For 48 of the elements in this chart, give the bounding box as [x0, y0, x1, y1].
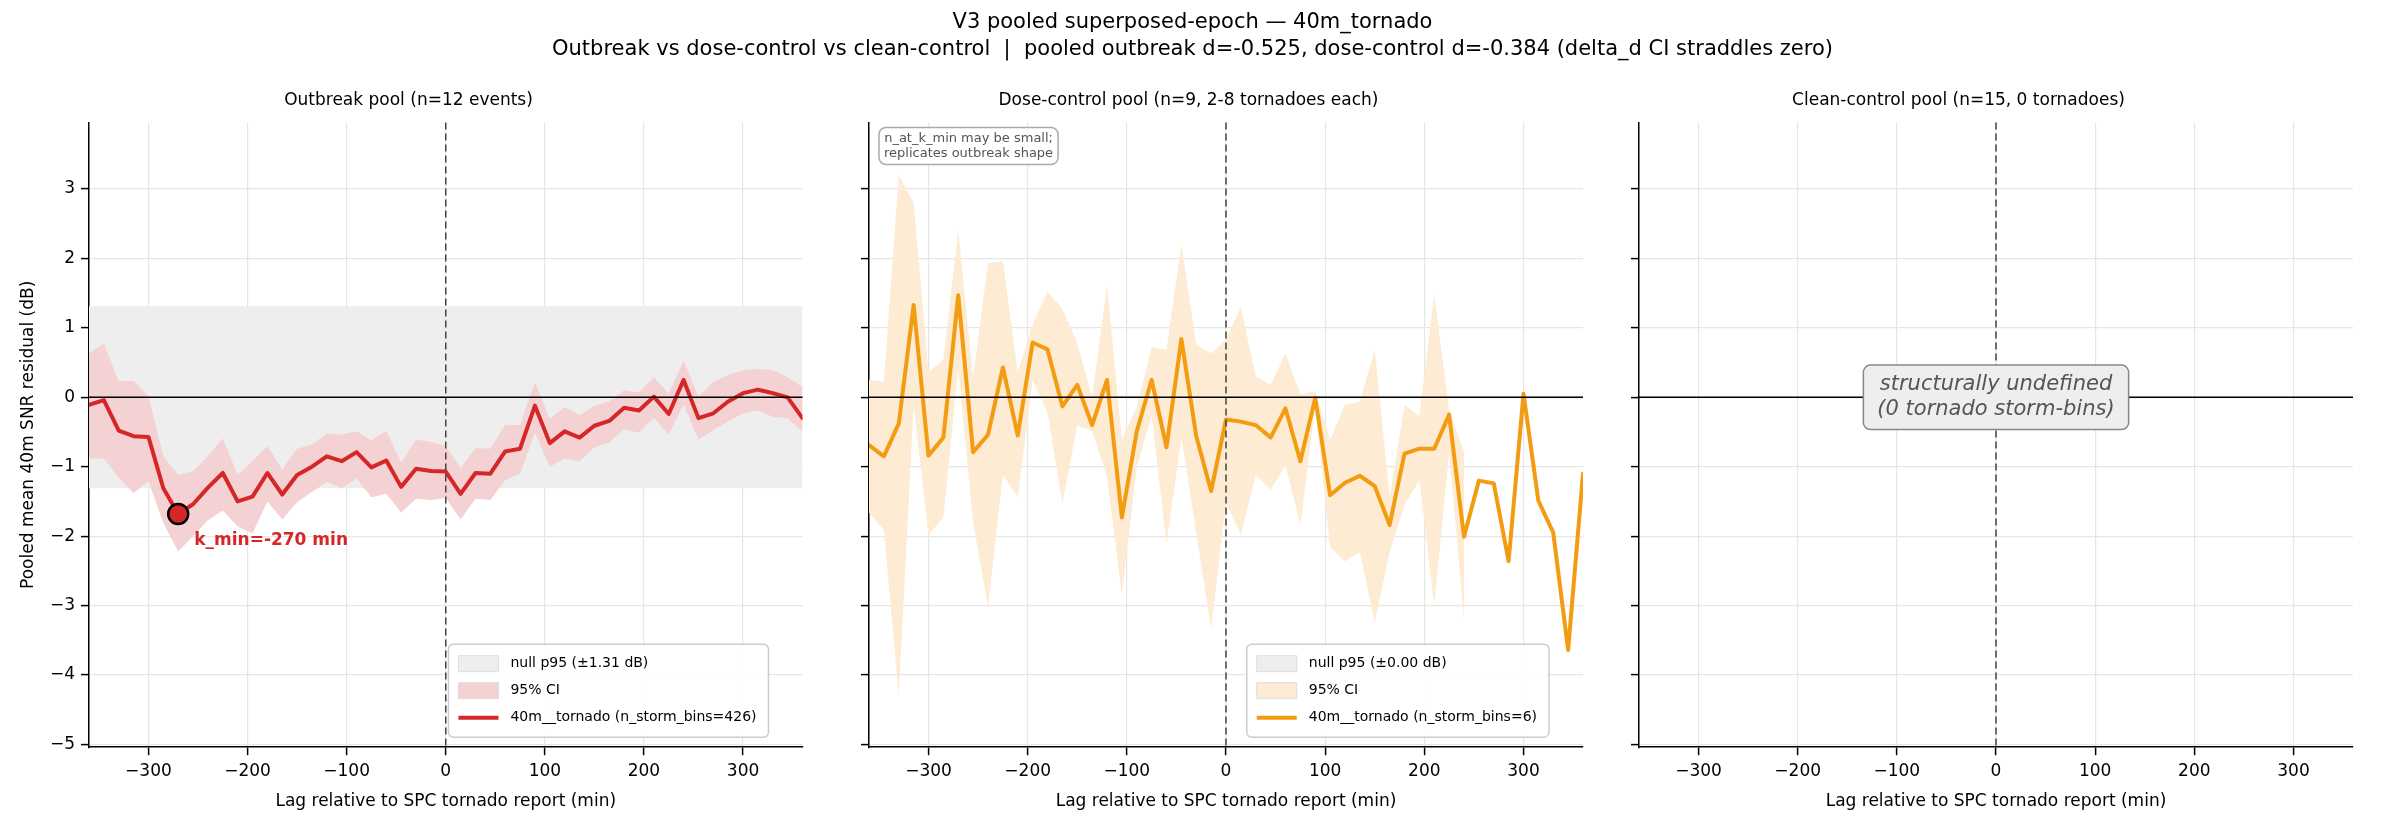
chart-title: Dose-control pool (n=9, 2-8 tornadoes each): [998, 88, 1379, 109]
annotation: n_at_k_min may be small; replicates outbreak shape: [884, 129, 1054, 161]
y-tick-label: −4: [49, 663, 75, 684]
x-tick-label: 0: [1990, 759, 2002, 780]
y-tick-label: 2: [64, 246, 75, 267]
x-tick-label: 0: [440, 759, 452, 780]
chart-title: Clean-control pool (n=15, 0 tornadoes): [1792, 88, 2125, 109]
x-tick-label: 200: [1408, 759, 1441, 780]
legend-label: 40m__tornado (n_storm_bins=6): [1308, 708, 1537, 725]
x-tick-label: −100: [323, 759, 370, 780]
x-tick-label: −300: [1675, 759, 1722, 780]
y-axis-title: Pooled mean 40m SNR residual (dB): [16, 280, 37, 589]
x-tick-label: 0: [1220, 759, 1232, 780]
legend-label: null p95 (±0.00 dB): [1308, 654, 1447, 671]
x-tick-label: 300: [2277, 759, 2310, 780]
legend-label: 95% CI: [1308, 681, 1359, 698]
x-tick-label: 200: [2178, 759, 2211, 780]
x-tick-label: −200: [1004, 759, 1052, 780]
x-tick-label: 300: [726, 759, 760, 780]
x-tick-label: 300: [1507, 759, 1540, 780]
x-tick-label: 100: [1308, 759, 1342, 780]
legend-label: 95% CI: [510, 681, 560, 698]
x-tick-label: −200: [1774, 759, 1822, 780]
text: V3 pooled superposed-epoch — 40m_tornado: [951, 8, 1434, 35]
x-tick-label: −200: [224, 759, 271, 780]
x-tick-label: 200: [627, 759, 661, 780]
annotation: structurally undefined (0 tornado storm-bins): [1877, 371, 2115, 421]
x-tick-label: 100: [2078, 759, 2112, 780]
y-tick-label: −5: [49, 732, 75, 753]
chart-title: Outbreak pool (n=12 events): [284, 88, 533, 109]
y-tick-label: −1: [49, 455, 75, 476]
y-tick-label: 1: [64, 316, 75, 337]
x-axis-title: Lag relative to SPC tornado report (min): [275, 790, 617, 811]
x-axis-title: Lag relative to SPC tornado report (min): [1825, 790, 2167, 811]
y-tick-label: −3: [49, 594, 75, 614]
x-tick-label: −300: [125, 759, 172, 780]
y-tick-label: −2: [49, 524, 75, 545]
annotation: k_min=-270 min: [194, 528, 348, 549]
y-tick-label: 3: [64, 177, 75, 198]
text: Outbreak vs dose-control vs clean-control | pooled outbreak d=-0.525, dose-control d=-0.384 (delta_d CI straddles zero): [551, 35, 1834, 62]
x-tick-label: −100: [1873, 759, 1921, 780]
x-tick-label: −300: [905, 759, 952, 780]
y-tick-label: 0: [64, 385, 75, 406]
x-axis-title: Lag relative to SPC tornado report (min): [1055, 790, 1397, 811]
x-tick-label: 100: [528, 759, 562, 780]
legend-label: null p95 (±1.31 dB): [510, 654, 649, 671]
legend-label: 40m__tornado (n_storm_bins=426): [510, 708, 757, 725]
x-tick-label: −100: [1103, 759, 1151, 780]
